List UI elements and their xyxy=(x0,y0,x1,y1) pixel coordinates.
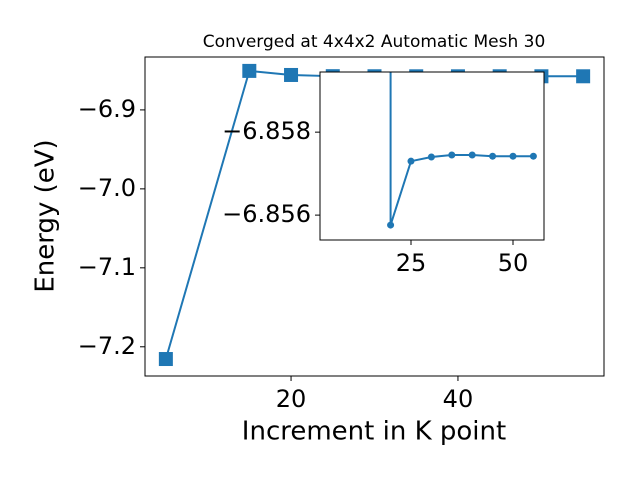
marker xyxy=(427,153,435,161)
marker xyxy=(489,152,497,160)
x-tick-label: 25 xyxy=(396,249,427,277)
marker xyxy=(242,63,257,78)
y-tick-label: −7.0 xyxy=(78,174,136,202)
marker xyxy=(387,221,395,229)
x-axis-label: Increment in K point xyxy=(242,417,506,447)
axes-frame xyxy=(144,56,605,377)
marker xyxy=(468,151,476,159)
marker xyxy=(407,157,415,165)
y-tick-label: −6.856 xyxy=(222,200,311,228)
y-tick-label: −6.858 xyxy=(222,117,311,145)
y-axis-label: Energy (eV) xyxy=(31,139,61,292)
x-tick-label: 20 xyxy=(276,385,307,413)
marker xyxy=(448,151,456,159)
chart-title: Converged at 4x4x2 Automatic Mesh 30 xyxy=(203,32,546,52)
marker xyxy=(284,67,299,82)
x-tick-label: 50 xyxy=(498,249,529,277)
y-tick-label: −6.9 xyxy=(78,95,136,123)
x-tick-label: 40 xyxy=(443,385,474,413)
y-tick-label: −7.1 xyxy=(78,253,136,281)
inset-axes: 25 50 −6.858 −6.856 xyxy=(222,71,545,277)
marker xyxy=(576,69,591,84)
marker xyxy=(158,352,173,367)
axes-frame xyxy=(319,71,545,241)
marker xyxy=(509,152,517,160)
marker xyxy=(529,152,537,160)
y-tick-label: −7.2 xyxy=(78,332,136,360)
